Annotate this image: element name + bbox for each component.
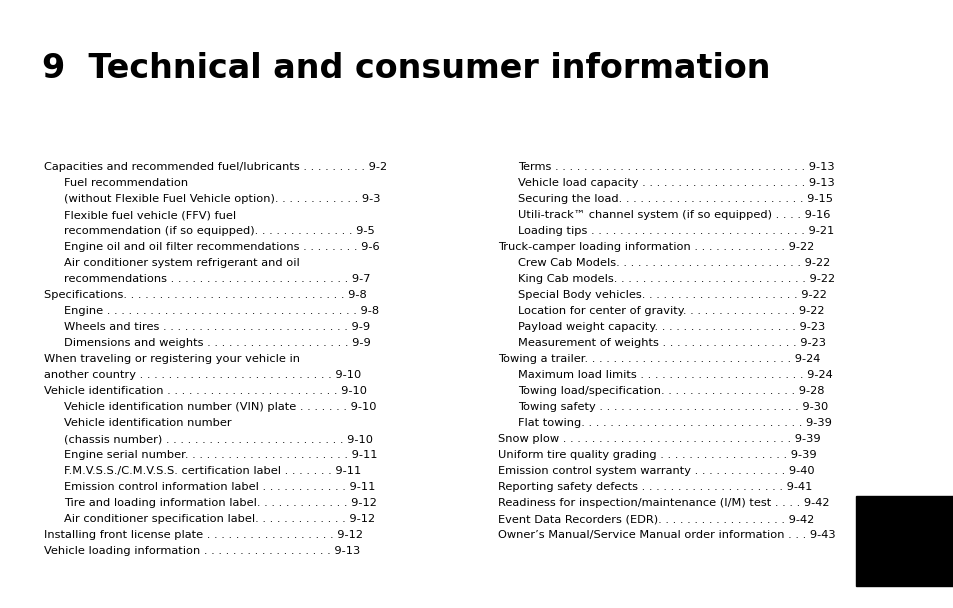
Text: Payload weight capacity. . . . . . . . . . . . . . . . . . . . 9-23: Payload weight capacity. . . . . . . . .… — [517, 322, 824, 332]
Text: Vehicle identification . . . . . . . . . . . . . . . . . . . . . . . . 9-10: Vehicle identification . . . . . . . . .… — [44, 386, 367, 396]
Text: Wheels and tires . . . . . . . . . . . . . . . . . . . . . . . . . . 9-9: Wheels and tires . . . . . . . . . . . .… — [64, 322, 370, 332]
Text: Emission control system warranty . . . . . . . . . . . . . 9-40: Emission control system warranty . . . .… — [497, 466, 814, 476]
Text: King Cab models. . . . . . . . . . . . . . . . . . . . . . . . . . . 9-22: King Cab models. . . . . . . . . . . . .… — [517, 274, 834, 284]
Text: Truck-camper loading information . . . . . . . . . . . . . 9-22: Truck-camper loading information . . . .… — [497, 242, 814, 252]
Text: Readiness for inspection/maintenance (I/M) test . . . . 9-42: Readiness for inspection/maintenance (I/… — [497, 498, 828, 508]
Text: Measurement of weights . . . . . . . . . . . . . . . . . . . 9-23: Measurement of weights . . . . . . . . .… — [517, 338, 825, 348]
Text: Installing front license plate . . . . . . . . . . . . . . . . . . 9-12: Installing front license plate . . . . .… — [44, 530, 363, 540]
Text: Location for center of gravity. . . . . . . . . . . . . . . . 9-22: Location for center of gravity. . . . . … — [517, 306, 823, 316]
Text: Engine oil and oil filter recommendations . . . . . . . . 9-6: Engine oil and oil filter recommendation… — [64, 242, 379, 252]
Text: Securing the load. . . . . . . . . . . . . . . . . . . . . . . . . . 9-15: Securing the load. . . . . . . . . . . .… — [517, 194, 832, 204]
Text: Fuel recommendation: Fuel recommendation — [64, 178, 188, 188]
Text: Reporting safety defects . . . . . . . . . . . . . . . . . . . . 9-41: Reporting safety defects . . . . . . . .… — [497, 482, 812, 492]
Text: Capacities and recommended fuel/lubricants . . . . . . . . . 9-2: Capacities and recommended fuel/lubrican… — [44, 162, 387, 172]
Text: Air conditioner specification label. . . . . . . . . . . . . 9-12: Air conditioner specification label. . .… — [64, 514, 375, 524]
Text: recommendation (if so equipped). . . . . . . . . . . . . . 9-5: recommendation (if so equipped). . . . .… — [64, 226, 375, 236]
Text: Loading tips . . . . . . . . . . . . . . . . . . . . . . . . . . . . . . 9-21: Loading tips . . . . . . . . . . . . . .… — [517, 226, 833, 236]
Text: (chassis number) . . . . . . . . . . . . . . . . . . . . . . . . . 9-10: (chassis number) . . . . . . . . . . . .… — [64, 434, 373, 444]
Text: Vehicle loading information . . . . . . . . . . . . . . . . . . 9-13: Vehicle loading information . . . . . . … — [44, 546, 360, 556]
Text: Vehicle load capacity . . . . . . . . . . . . . . . . . . . . . . . 9-13: Vehicle load capacity . . . . . . . . . … — [517, 178, 834, 188]
Text: Utili-track™ channel system (if so equipped) . . . . 9-16: Utili-track™ channel system (if so equip… — [517, 210, 829, 220]
Bar — [855, 496, 953, 586]
Text: recommendations . . . . . . . . . . . . . . . . . . . . . . . . . 9-7: recommendations . . . . . . . . . . . . … — [64, 274, 370, 284]
Text: Vehicle identification number: Vehicle identification number — [64, 418, 232, 428]
Text: Specifications. . . . . . . . . . . . . . . . . . . . . . . . . . . . . . . 9-8: Specifications. . . . . . . . . . . . . … — [44, 290, 366, 300]
Text: (without Flexible Fuel Vehicle option). . . . . . . . . . . . 9-3: (without Flexible Fuel Vehicle option). … — [64, 194, 380, 204]
Text: Towing a trailer. . . . . . . . . . . . . . . . . . . . . . . . . . . . . 9-24: Towing a trailer. . . . . . . . . . . . … — [497, 354, 820, 364]
Text: Flexible fuel vehicle (FFV) fuel: Flexible fuel vehicle (FFV) fuel — [64, 210, 236, 220]
Text: Uniform tire quality grading . . . . . . . . . . . . . . . . . . 9-39: Uniform tire quality grading . . . . . .… — [497, 450, 816, 460]
Text: Air conditioner system refrigerant and oil: Air conditioner system refrigerant and o… — [64, 258, 299, 268]
Text: Snow plow . . . . . . . . . . . . . . . . . . . . . . . . . . . . . . . . 9-39: Snow plow . . . . . . . . . . . . . . . … — [497, 434, 820, 444]
Text: another country . . . . . . . . . . . . . . . . . . . . . . . . . . . 9-10: another country . . . . . . . . . . . . … — [44, 370, 361, 380]
Text: Emission control information label . . . . . . . . . . . . 9-11: Emission control information label . . .… — [64, 482, 375, 492]
Text: Engine . . . . . . . . . . . . . . . . . . . . . . . . . . . . . . . . . . . 9-8: Engine . . . . . . . . . . . . . . . . .… — [64, 306, 378, 316]
Text: Dimensions and weights . . . . . . . . . . . . . . . . . . . . 9-9: Dimensions and weights . . . . . . . . .… — [64, 338, 371, 348]
Text: Towing safety . . . . . . . . . . . . . . . . . . . . . . . . . . . . 9-30: Towing safety . . . . . . . . . . . . . … — [517, 402, 827, 412]
Text: Engine serial number. . . . . . . . . . . . . . . . . . . . . . . 9-11: Engine serial number. . . . . . . . . . … — [64, 450, 377, 460]
Text: Crew Cab Models. . . . . . . . . . . . . . . . . . . . . . . . . . 9-22: Crew Cab Models. . . . . . . . . . . . .… — [517, 258, 829, 268]
Text: Event Data Recorders (EDR). . . . . . . . . . . . . . . . . . 9-42: Event Data Recorders (EDR). . . . . . . … — [497, 514, 814, 524]
Text: Special Body vehicles. . . . . . . . . . . . . . . . . . . . . . 9-22: Special Body vehicles. . . . . . . . . .… — [517, 290, 826, 300]
Text: Tire and loading information label. . . . . . . . . . . . . 9-12: Tire and loading information label. . . … — [64, 498, 376, 508]
Text: Towing load/specification. . . . . . . . . . . . . . . . . . . 9-28: Towing load/specification. . . . . . . .… — [517, 386, 823, 396]
Text: Owner’s Manual/Service Manual order information . . . 9-43: Owner’s Manual/Service Manual order info… — [497, 530, 835, 540]
Text: 9  Technical and consumer information: 9 Technical and consumer information — [42, 52, 770, 85]
Text: When traveling or registering your vehicle in: When traveling or registering your vehic… — [44, 354, 299, 364]
Text: Terms . . . . . . . . . . . . . . . . . . . . . . . . . . . . . . . . . . . 9-13: Terms . . . . . . . . . . . . . . . . . … — [517, 162, 834, 172]
Text: Vehicle identification number (VIN) plate . . . . . . . 9-10: Vehicle identification number (VIN) plat… — [64, 402, 376, 412]
Text: Flat towing. . . . . . . . . . . . . . . . . . . . . . . . . . . . . . . 9-39: Flat towing. . . . . . . . . . . . . . .… — [517, 418, 831, 428]
Text: Maximum load limits . . . . . . . . . . . . . . . . . . . . . . . 9-24: Maximum load limits . . . . . . . . . . … — [517, 370, 832, 380]
Text: F.M.V.S.S./C.M.V.S.S. certification label . . . . . . . 9-11: F.M.V.S.S./C.M.V.S.S. certification labe… — [64, 466, 361, 476]
